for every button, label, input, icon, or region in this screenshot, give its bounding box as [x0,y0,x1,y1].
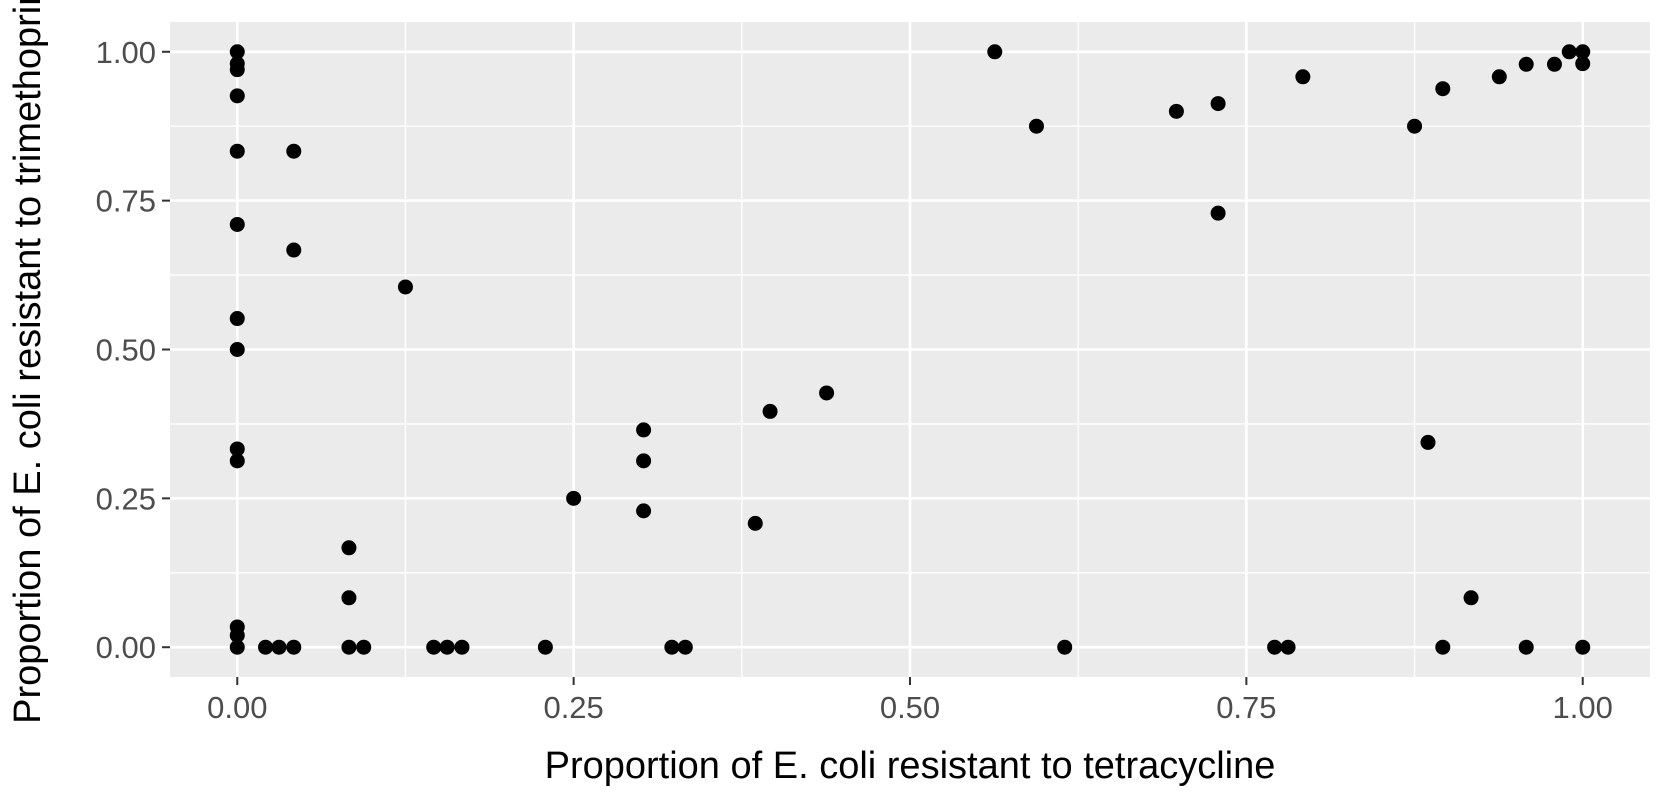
data-point [229,453,245,469]
data-point [1546,56,1562,72]
data-point [1463,590,1479,606]
data-point [229,62,245,78]
data-point [636,422,652,438]
data-point [1028,118,1044,134]
data-point [636,503,652,519]
data-point [1168,103,1184,119]
x-axis-title: Proportion of E. coli resistant to tetra… [545,745,1276,787]
data-point [762,403,778,419]
data-point [397,279,413,295]
data-point [537,639,553,655]
x-tick-label: 1.00 [1553,690,1613,725]
data-point [1420,434,1436,450]
y-tick-label: 1.00 [96,35,156,70]
data-points [229,44,1591,655]
data-point [987,44,1003,60]
data-point [677,639,693,655]
x-axis: 0.00 0.25 0.50 0.75 1.00 [207,677,1613,725]
data-point [229,441,245,457]
x-tick-label: 0.50 [880,690,940,725]
y-tick-label: 0.00 [96,630,156,665]
x-tick-label: 0.00 [207,690,267,725]
data-point [439,639,455,655]
data-point [1518,56,1534,72]
data-point [1057,639,1073,655]
x-tick-label: 0.75 [1216,690,1276,725]
data-point [341,590,357,606]
data-point [286,242,302,258]
data-point [664,639,680,655]
data-point [1435,639,1451,655]
data-point [229,311,245,327]
data-point [271,639,287,655]
data-point [1210,205,1226,221]
data-point [1210,96,1226,112]
data-point [454,639,470,655]
data-point [1280,639,1296,655]
data-point [356,639,372,655]
data-point [426,639,442,655]
data-point [1575,56,1591,72]
y-tick-label: 0.75 [96,184,156,219]
data-point [1491,69,1507,85]
data-point [1295,69,1311,85]
data-point [1518,639,1534,655]
data-point [1407,118,1423,134]
data-point [229,639,245,655]
y-axis-title: Proportion of E. coli resistant to trime… [7,0,49,724]
data-point [286,143,302,159]
data-point [819,385,835,401]
x-tick-label: 0.25 [543,690,603,725]
data-point [1575,44,1591,60]
y-tick-label: 0.25 [96,481,156,516]
y-tick-label: 0.50 [96,333,156,368]
data-point [229,627,245,643]
major-gridlines [170,22,1650,677]
data-point [229,44,245,60]
y-axis: 0.00 0.25 0.50 0.75 1.00 [96,35,170,665]
data-point [1267,639,1283,655]
data-point [566,490,582,506]
data-point [1435,81,1451,97]
data-point [1561,44,1577,60]
data-point [636,453,652,469]
data-point [229,342,245,357]
data-point [229,88,245,104]
data-point [1575,639,1591,655]
data-point [341,639,357,655]
data-point [229,143,245,159]
data-point [286,639,302,655]
data-point [747,515,763,531]
data-point [229,216,245,232]
data-point [258,639,274,655]
data-point [341,540,357,556]
